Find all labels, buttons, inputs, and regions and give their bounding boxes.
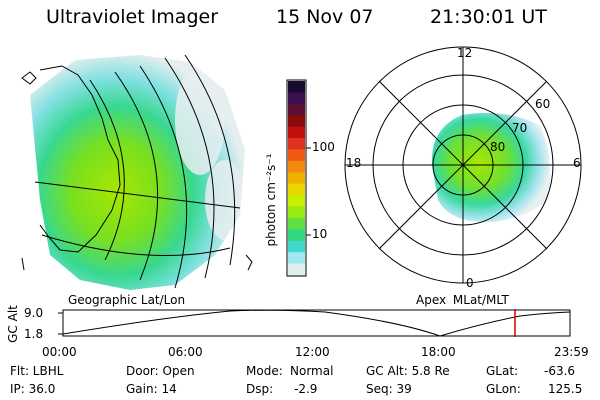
gc-alt-info: GC Alt: 5.8 Re — [366, 364, 450, 378]
colorbar-tick-100: 100 — [312, 140, 335, 154]
left-panel-caption: Geographic Lat/Lon — [68, 293, 186, 307]
right-panel-caption: Apex MLat/MLT — [416, 293, 509, 307]
mode-value: Normal — [290, 364, 334, 378]
time-tick-0000: 00:00 — [42, 345, 77, 359]
time-label: 21:30:01 UT — [430, 6, 547, 28]
mlt-label-6: 6 — [573, 156, 581, 170]
filter-info: Flt: LBHL — [10, 364, 64, 378]
colorbar-swatch — [288, 252, 305, 265]
colorbar-swatch — [288, 206, 305, 219]
alt-tick-1-8: 1.8 — [24, 327, 44, 341]
colorbar-swatch — [288, 217, 305, 230]
colorbar-swatch — [288, 263, 305, 276]
colorbar-swatch — [288, 149, 305, 162]
polar-grid — [344, 46, 582, 284]
glat-value: -63.6 — [544, 364, 576, 378]
geographic-image — [21, 54, 253, 290]
coastline — [21, 65, 253, 271]
glon-label: GLon: — [486, 382, 521, 396]
mlt-label-18: 18 — [346, 156, 362, 170]
dsp-label: Dsp: — [246, 382, 274, 396]
colorbar-swatch — [288, 160, 305, 173]
date-label: 15 Nov 07 — [276, 6, 374, 28]
geo-grid — [34, 54, 241, 289]
ip-info: IP: 36.0 — [10, 382, 56, 396]
polar-image — [344, 46, 582, 284]
colorbar — [286, 79, 311, 277]
colorbar-swatch — [288, 81, 305, 93]
time-tick-0600: 06:00 — [168, 345, 203, 359]
dsp-value: -2.9 — [294, 382, 318, 396]
colorbar-swatch — [288, 240, 305, 253]
colorbar-swatch — [288, 103, 305, 116]
colorbar-unit-label: photon cm⁻²s⁻¹ — [264, 153, 278, 247]
mlat-label-60: 60 — [535, 97, 551, 111]
altitude-plot — [58, 309, 571, 337]
mlt-label-12: 12 — [457, 46, 473, 60]
glon-value: 125.5 — [548, 382, 583, 396]
door-info: Door: Open — [126, 364, 195, 378]
alt-tick-9: 9.0 — [24, 306, 44, 320]
mlt-label-0: 0 — [466, 276, 474, 290]
gc-alt-axis-label: GC Alt — [6, 305, 20, 343]
colorbar-tick-10: 10 — [312, 227, 328, 241]
colorbar-swatch — [288, 138, 305, 150]
colorbar-swatch — [288, 92, 305, 105]
mode-label: Mode: — [246, 364, 283, 378]
colorbar-swatch — [288, 229, 305, 242]
colorbar-swatch — [288, 172, 305, 185]
time-tick-2359: 23:59 — [554, 345, 589, 359]
instrument-title: Ultraviolet Imager — [46, 6, 219, 28]
time-tick-1800: 18:00 — [421, 345, 456, 359]
colorbar-swatch — [288, 115, 305, 128]
mlat-label-80: 80 — [490, 140, 506, 154]
glat-label: GLat: — [486, 364, 519, 378]
colorbar-swatch — [288, 183, 305, 196]
time-tick-1200: 12:00 — [295, 345, 330, 359]
gain-info: Gain: 14 — [126, 382, 177, 396]
seq-info: Seq: 39 — [366, 382, 412, 396]
colorbar-swatch — [288, 195, 305, 208]
mlat-label-70: 70 — [512, 121, 528, 135]
colorbar-swatch — [288, 126, 305, 139]
